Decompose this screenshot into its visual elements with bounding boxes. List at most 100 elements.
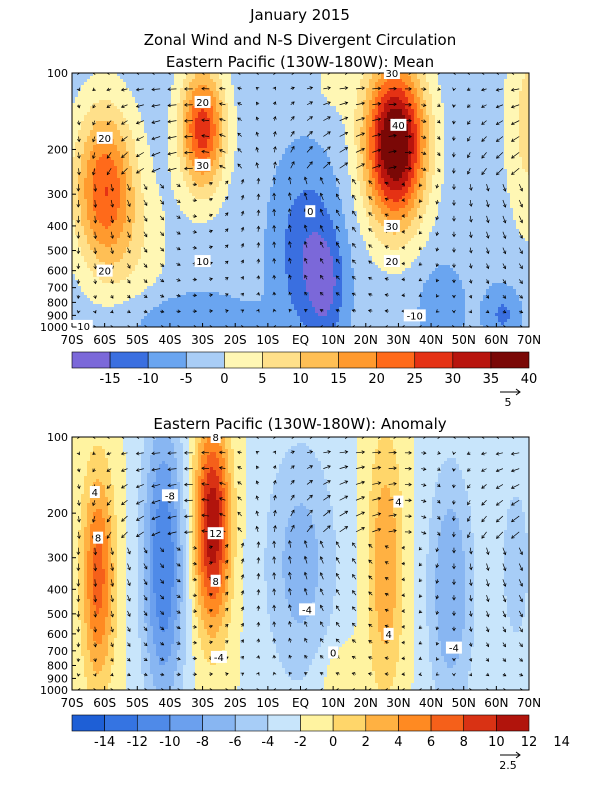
contour-label: 20 [96, 131, 113, 145]
colorbar-swatch [224, 351, 263, 369]
y-tick-label: 200 [47, 143, 68, 156]
colorbar-swatch [185, 351, 225, 369]
contour-label: 20 [194, 95, 211, 109]
contour-label: 30 [383, 219, 400, 233]
y-tick-label: 200 [47, 507, 68, 520]
colorbar-swatch [262, 351, 301, 369]
colorbar-swatch [398, 714, 432, 732]
colorbar-label: 15 [330, 372, 347, 387]
anomaly-panel: 4 8 -8 8 12 8 -4 -4 4 4 -4 0 70S 60S 50S 40S 30S 20S 10S EQ… [40, 431, 570, 772]
x-tick-label: 50S [126, 696, 149, 710]
y-tick-label: 1000 [40, 321, 68, 334]
contour-label: 40 [390, 118, 407, 132]
contour-label: -4 [445, 641, 462, 655]
x-tick-label: 50S [126, 333, 149, 347]
x-tick-label: 50N [452, 696, 476, 710]
x-tick-label: 10S [256, 333, 279, 347]
y-tick-label: 600 [47, 265, 68, 278]
y-tick-label: 700 [47, 282, 68, 295]
colorbar: -14 -12 -10 -8 -6 -4 -2 0 2 4 6 8 10 12 14 [71, 714, 570, 750]
contour-label: -10 [403, 309, 426, 322]
x-tick-label: 40N [419, 333, 443, 347]
contour-label: -4 [299, 603, 316, 616]
x-tick-label: 60S [93, 696, 116, 710]
figure-title: January 2015 [249, 6, 350, 24]
x-tick-label: 30S [191, 333, 214, 347]
y-tick-label: 400 [47, 220, 68, 233]
colorbar-label: -5 [180, 372, 193, 387]
contour-label: 30 [194, 158, 211, 172]
colorbar-label: 14 [553, 735, 570, 750]
y-tick-label: 300 [47, 188, 68, 201]
x-tick-label: EQ [292, 333, 309, 347]
x-tick-label: 60N [484, 696, 508, 710]
colorbar-label: -12 [127, 735, 148, 750]
y-tick-label: 900 [47, 672, 68, 685]
contour-label: 4 [383, 627, 394, 641]
contour-label: 20 [383, 255, 400, 268]
colorbar-label: 30 [445, 372, 462, 387]
x-tick-label: 50N [452, 333, 476, 347]
reference-vector: 5 [500, 388, 521, 409]
y-tick-label: 500 [47, 245, 68, 258]
x-tick-label: 20N [354, 696, 378, 710]
x-tick-label: 40N [419, 696, 443, 710]
x-tick-label: 40S [158, 333, 181, 347]
x-tick-label: 60N [484, 333, 508, 347]
colorbar-swatch [169, 714, 203, 732]
x-tick-label: 20N [354, 333, 378, 347]
panel-mean-title: Eastern Pacific (130W-180W): Mean [166, 53, 434, 71]
x-tick-label: 60S [93, 333, 116, 347]
figure-subtitle: Zonal Wind and N-S Divergent Circulation [144, 31, 456, 49]
y-tick-label: 100 [47, 431, 68, 444]
colorbar-swatch [496, 714, 530, 732]
colorbar-swatch [430, 714, 465, 732]
x-tick-label: 10S [256, 696, 279, 710]
contour-label: 20 [96, 264, 113, 278]
colorbar-label: -8 [196, 735, 209, 750]
colorbar-swatch [365, 714, 399, 732]
colorbar-swatch [234, 714, 269, 732]
colorbar-label: 0 [329, 735, 337, 750]
colorbar-label: 2 [362, 735, 370, 750]
y-tick-label: 700 [47, 645, 68, 658]
colorbar-swatch [71, 351, 111, 369]
contour-label: 12 [207, 527, 224, 540]
colorbar-label: -4 [261, 735, 274, 750]
contour-label: 0 [305, 205, 316, 218]
colorbar-swatch [71, 714, 105, 732]
contour-label: 0 [328, 646, 339, 659]
colorbar-label: -10 [159, 735, 180, 750]
y-tick-label: 1000 [40, 684, 68, 697]
colorbar-label: 8 [460, 735, 468, 750]
y-tick-label: 500 [47, 608, 68, 621]
y-tick-label: 400 [47, 583, 68, 596]
filled-contours [72, 73, 529, 327]
colorbar-label: 25 [406, 372, 423, 387]
x-tick-label: EQ [292, 696, 309, 710]
x-tick-label: 70S [61, 696, 84, 710]
colorbar-swatch [300, 351, 339, 369]
y-tick-label: 300 [47, 552, 68, 565]
colorbar-label: 4 [394, 735, 402, 750]
colorbar-swatch [104, 714, 138, 732]
panel-anomaly-title: Eastern Pacific (130W-180W): Anomaly [153, 415, 446, 433]
x-tick-label: 10N [321, 333, 345, 347]
colorbar-swatch [414, 351, 454, 369]
x-tick-label: 70N [517, 333, 541, 347]
colorbar-swatch [490, 351, 530, 369]
x-tick-label: 20S [224, 333, 247, 347]
colorbar-label: -2 [294, 735, 307, 750]
colorbar-swatch [267, 714, 301, 732]
colorbar-label: -15 [99, 372, 120, 387]
x-tick-label: 30S [191, 696, 214, 710]
y-tick-label: 900 [47, 309, 68, 322]
x-tick-label: 30N [386, 333, 410, 347]
colorbar-label: 5 [258, 372, 266, 387]
contour-label: 8 [210, 431, 221, 444]
colorbar-label: 20 [368, 372, 385, 387]
colorbar-swatch [136, 714, 171, 732]
contour-label: -4 [210, 650, 227, 664]
